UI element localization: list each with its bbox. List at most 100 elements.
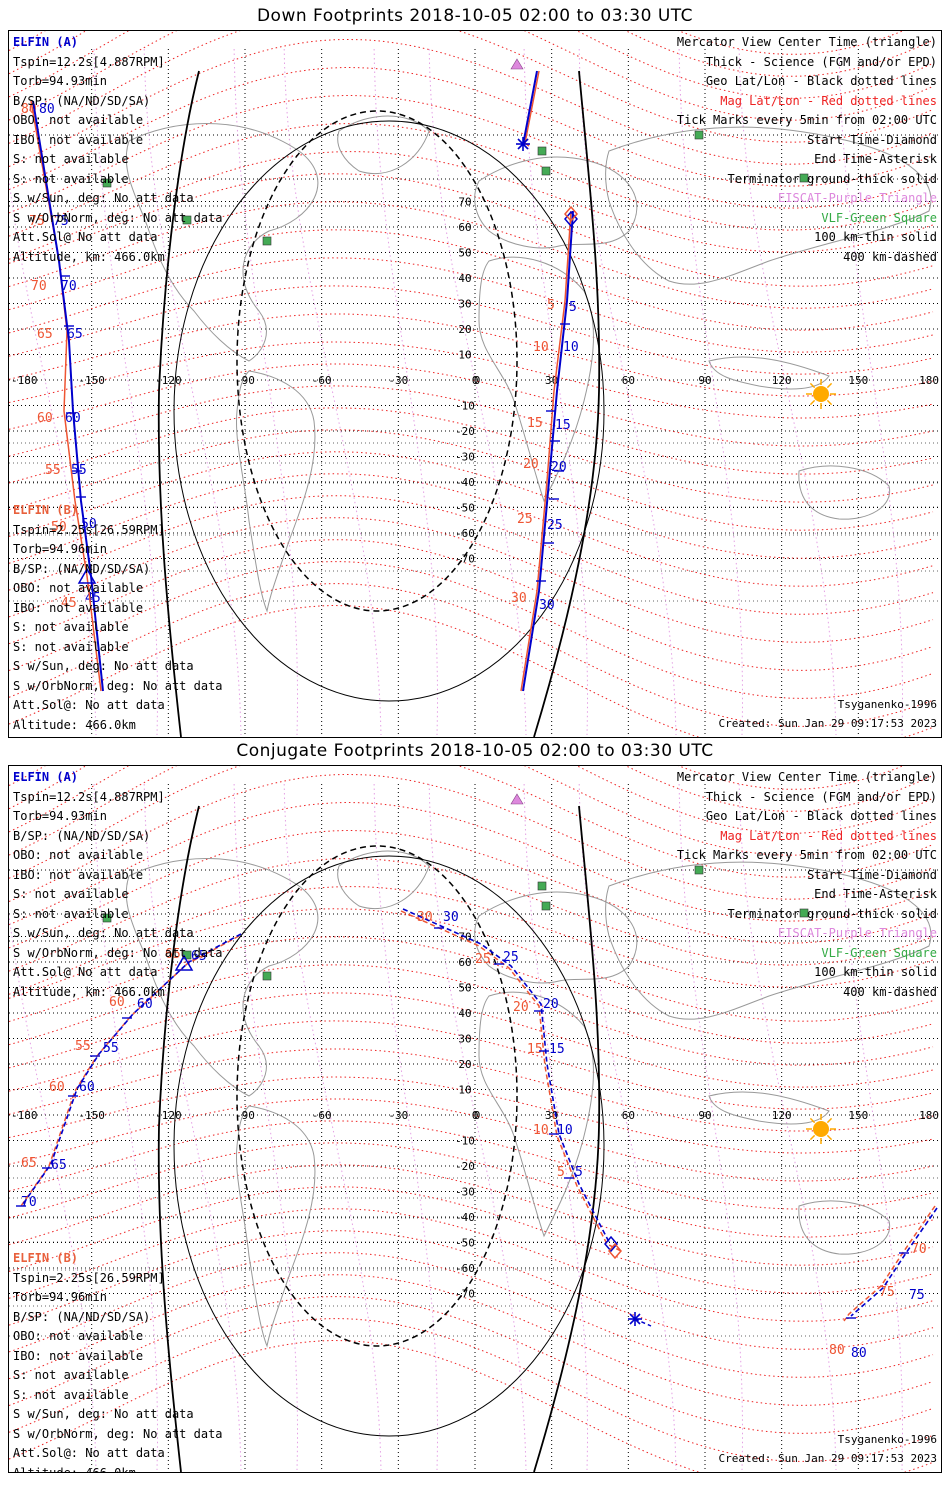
track-tick-label: 5 [575,1165,583,1180]
continent-outline [605,861,932,1020]
lat-tick-label: 50 [458,982,471,995]
mag-parallel [9,773,934,902]
mag-parallel [9,201,934,309]
lat-tick-label: 0 [474,1109,481,1122]
elfin-b-bsp: B/SP: (NA/ND/SD/SA) [13,561,151,576]
lat-tick-label: 40 [458,1007,471,1020]
elfin-b-s1: S: not available [13,620,129,634]
track-tick-label: 55 [45,463,61,478]
lat-tick-label: -40 [455,1211,475,1224]
track-tick-label: 55 [103,1041,119,1056]
track-tick-label: 45 [61,596,77,611]
elfin-a-s1: S: not available [13,887,129,901]
center-time-triangle [77,567,97,584]
vlf-station-square [694,865,704,875]
mag-parallel [9,285,934,375]
mag-meridian [373,783,438,1471]
lat-tick-label: -30 [455,451,475,464]
track-tick-label: 60 [79,1080,95,1095]
vlf-station-square [102,913,112,923]
continent-outline [236,1105,316,1348]
elfin-a-attsol: Att.Sol@ No att data [13,965,158,979]
elfin-b-altitude: Altitude: 466.0km [13,1465,136,1473]
sun-ray [826,1134,833,1141]
conjugate-footprints-panel: -180 -150 -120 -90 -60 -30 0 30 60 90 120 150 180 70 6… [8,765,942,1473]
legend-400km: 400 km-dashed [843,984,937,999]
lat-tick-label: 50 [458,247,471,260]
elfin-a-altitude: Altitude, km: 466.0km [13,249,165,264]
lat-tick-label: -50 [455,502,475,515]
elfin-a-track [22,933,242,1205]
track-tick-label: 75 [909,1288,925,1303]
track-tick-label: 20 [513,1000,529,1015]
vlf-station-square [262,971,272,981]
vlf-station-square [537,146,547,156]
lon-tick-label: 90 [698,1109,711,1122]
mag-parallel [9,451,934,559]
lon-tick-label: -60 [312,1109,332,1122]
fov-100km [173,120,605,702]
lat-tick-label: 70 [458,196,471,209]
elfin-a-track [522,70,538,146]
elfin-a-obo: OBO: not available [13,113,144,127]
elfin-a-sun: S w/Sun, deg: No att data [13,191,194,205]
lat-tick-label: 0 [474,374,481,387]
sun-icon [813,1121,829,1137]
track-tick-label: 65 [165,947,181,962]
track-tick-label: 30 [443,910,459,925]
elfin-b-attsol: Att.Sol@: No att data [13,1446,165,1460]
elfin-b-header: ELFIN (B) [13,503,79,517]
mag-meridian [233,48,298,736]
mag-parallel [9,385,934,475]
continent-outline [236,370,316,613]
track-tick-label: 60 [37,411,53,426]
sun-ray [809,399,816,406]
lon-tick-label: 120 [772,1109,792,1122]
elfin-a-tspin: Tspin=12.2s[4.887RPM] [13,54,165,69]
sun-ray [809,1117,816,1124]
legend-ticks: Tick Marks every 5min from 02:00 UTC [676,113,937,127]
elfin-a-altitude: Altitude, km: 466.0km [13,984,165,999]
elfin-a-sun: S w/Sun, deg: No att data [13,926,194,940]
elfin-a-obo: OBO: not available [13,848,144,862]
elfin-a-orbnorm: S w/OrbNorm, deg: No att data [13,945,223,960]
legend-view: Mercator View Center Time (triangle) [676,35,937,49]
lat-tick-label: 20 [458,1058,471,1071]
lon-tick-label: -180 [11,1109,38,1122]
mag-meridian [143,783,242,1471]
elfin-b-s2: S: not available [13,639,129,654]
mag-meridian [143,48,242,736]
elfin-a-track [522,210,574,692]
elfin-b-track [843,1205,936,1322]
mag-parallel [9,886,934,995]
mag-parallel [9,1274,934,1406]
elfin-b-sun: S w/Sun, deg: No att data [13,1407,194,1421]
track-tick-label: 60 [137,997,153,1012]
track-tick-label: 65 [51,1158,67,1173]
sun-ray [809,1134,816,1141]
legend-start: Start Time-Diamond [806,867,937,882]
elfin-b-s1: S: not available [13,1368,129,1382]
elfin-a-info: ELFIN (A) Tspin=12.2s[4.887RPM] Torb=94.… [13,33,223,267]
elfin-b-orbnorm: S w/OrbNorm, deg: No att data [13,1426,223,1441]
lon-tick-label: 150 [848,1109,868,1122]
terminator-west [157,70,200,737]
mag-parallel [9,151,934,260]
lon-tick-label: 90 [698,374,711,387]
track-tick-label: 80 [829,1343,845,1358]
vlf-station-square [694,130,704,140]
elfin-b-torb: Torb=94.96min [13,1290,107,1304]
sun-ray [809,382,816,389]
vlf-station-square [537,881,547,891]
lat-tick-label: -60 [455,527,475,540]
lat-tick-label: 40 [458,272,471,285]
track-tick-label: 15 [549,1042,565,1057]
legend-mag: Mag Lat/Lon - Red dotted lines [720,828,937,843]
fov-400km [236,110,518,612]
sun-ray [826,1117,833,1124]
center-time-triangle [174,954,194,971]
lon-tick-label: 60 [622,374,635,387]
mag-parallel [9,992,934,1088]
mag-parallel [9,123,934,237]
mag-meridian [578,48,677,736]
